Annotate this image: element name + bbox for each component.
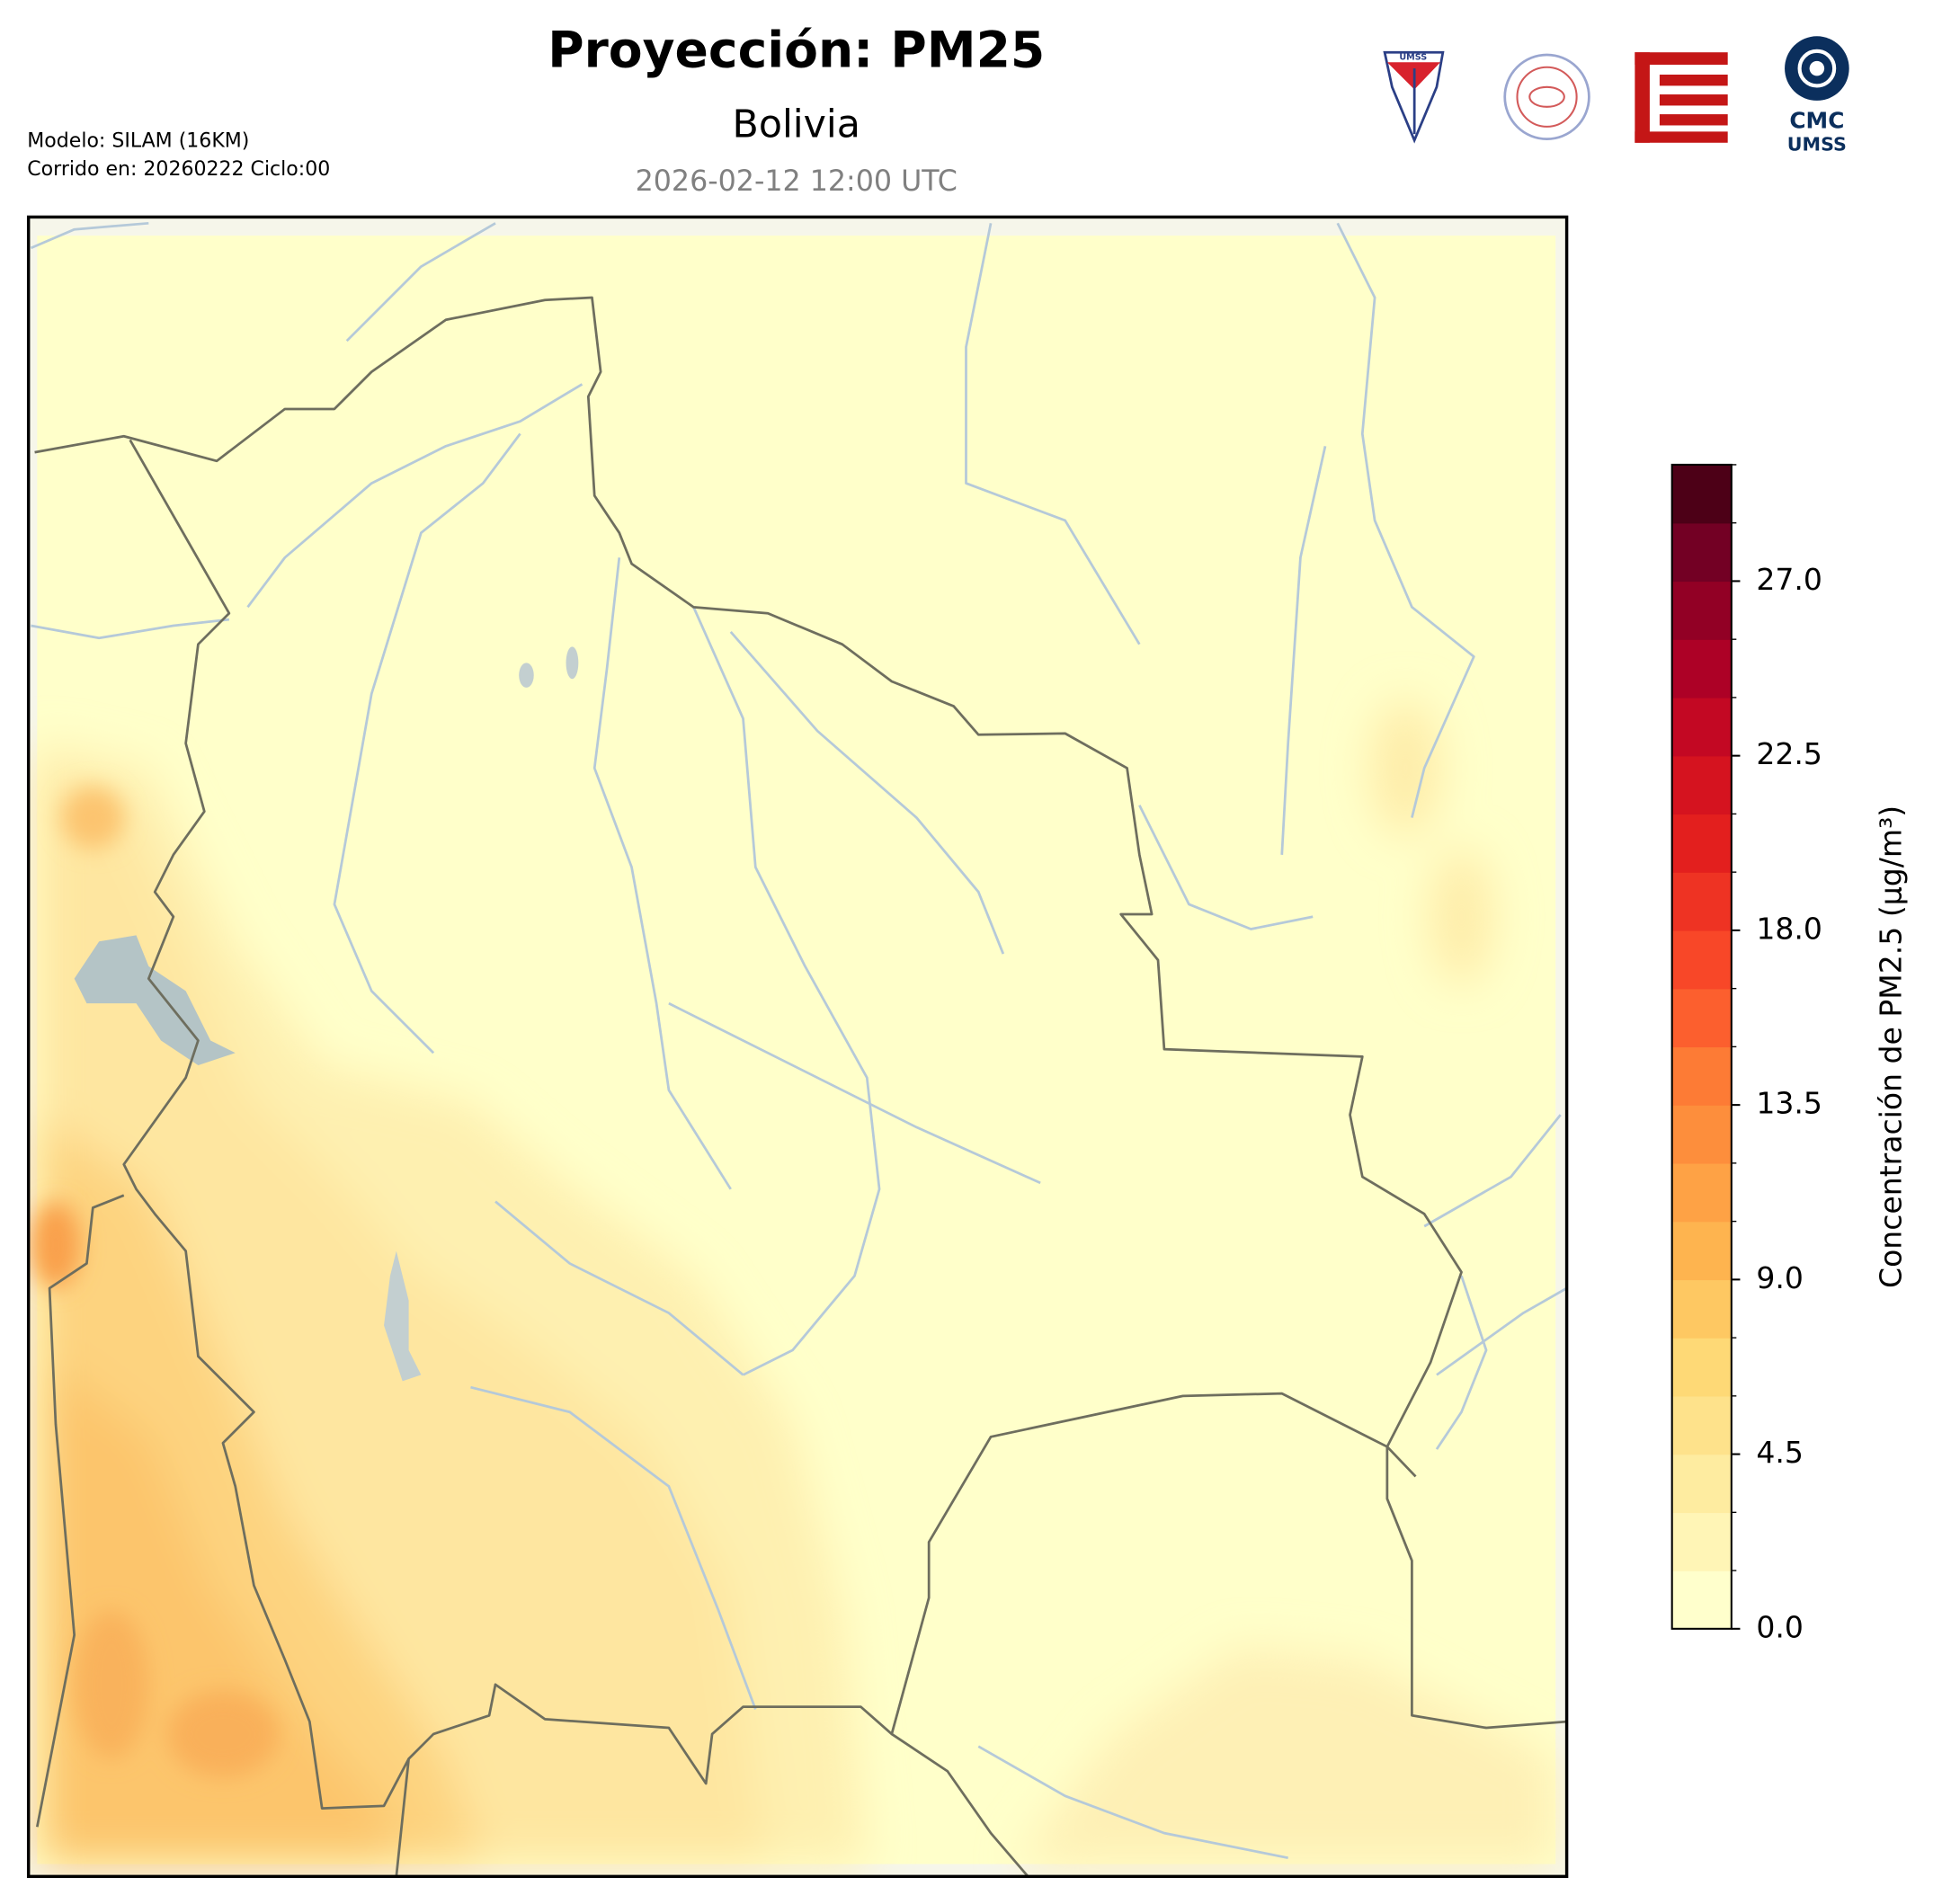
colorbar-segment bbox=[1671, 639, 1732, 698]
colorbar-segment bbox=[1671, 1395, 1732, 1455]
colorbar-segment bbox=[1671, 930, 1732, 990]
tick-label: 0.0 bbox=[1756, 1609, 1804, 1644]
red-logo bbox=[1635, 52, 1728, 143]
date: 2026-02-12 12:00 UTC bbox=[636, 165, 958, 198]
colorbar-segment bbox=[1671, 1512, 1732, 1571]
map bbox=[28, 217, 1567, 1877]
colorbar-segment bbox=[1671, 1279, 1732, 1339]
umss-logo-text: UMSS bbox=[1399, 53, 1427, 63]
colorbar-segment bbox=[1671, 1046, 1732, 1106]
subtitle: Bolivia bbox=[733, 102, 860, 147]
tick-label: 18.0 bbox=[1756, 911, 1822, 946]
tick-label: 9.0 bbox=[1756, 1260, 1804, 1295]
colorbar-segment bbox=[1671, 581, 1732, 640]
colorbar-segment bbox=[1671, 464, 1732, 524]
colorbar-segment bbox=[1671, 1570, 1732, 1630]
colorbar-segment bbox=[1671, 522, 1732, 583]
colorbar-segment bbox=[1671, 988, 1732, 1048]
colorbar-segment bbox=[1671, 697, 1732, 757]
cmc-logo-text: CMC bbox=[1789, 107, 1844, 133]
colorbar-segment bbox=[1671, 1221, 1732, 1281]
colorbar: 0.0 4.5 9.0 13.5 18.0 22.5 27.0 bbox=[1670, 463, 1822, 1644]
map-frame bbox=[26, 215, 1569, 1879]
colorbar-segment bbox=[1671, 1162, 1732, 1223]
physics-logo bbox=[1503, 53, 1590, 141]
title: Proyección: PM25 bbox=[548, 22, 1045, 79]
tick-label: 22.5 bbox=[1756, 736, 1822, 771]
colorbar-segment bbox=[1671, 1338, 1732, 1397]
tick-label: 13.5 bbox=[1756, 1086, 1822, 1121]
model-info: Modelo: SILAM (16KM) bbox=[27, 129, 249, 152]
colorbar-segment bbox=[1671, 1105, 1732, 1164]
colorbar-segment bbox=[1671, 872, 1732, 931]
colorbar-segment bbox=[1671, 1454, 1732, 1514]
cmc-logo-sub: UMSS bbox=[1787, 134, 1847, 156]
colorbar-segment bbox=[1671, 755, 1732, 815]
run-info: Corrido en: 20260222 Ciclo:00 bbox=[27, 158, 330, 181]
tick-label: 4.5 bbox=[1756, 1435, 1804, 1470]
colorbar-label: Concentración de PM2.5 (µg/m³) bbox=[1873, 805, 1908, 1288]
tick-label: 27.0 bbox=[1756, 562, 1822, 597]
cmc-logo: CMC UMSS bbox=[1785, 36, 1849, 156]
umss-logo: UMSS bbox=[1383, 50, 1445, 144]
colorbar-segment bbox=[1671, 814, 1732, 873]
